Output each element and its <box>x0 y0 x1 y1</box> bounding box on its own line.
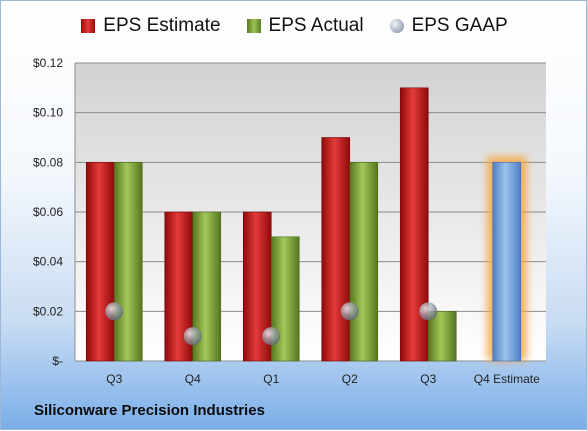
legend: EPS Estimate EPS Actual EPS GAAP <box>1 15 587 37</box>
red-square-icon <box>81 19 96 33</box>
legend-label-eps-estimate: EPS Estimate <box>103 15 221 36</box>
x-tick-label: Q1 <box>263 372 279 386</box>
bar-eps-actual <box>427 311 457 362</box>
x-tick-label: Q3 <box>106 372 122 386</box>
legend-item-eps-actual: EPS Actual <box>246 15 364 37</box>
x-axis-ticks: Q3 Q4 Q1 Q2 Q3 Q4 Estimate <box>106 372 540 386</box>
legend-label-eps-actual: EPS Actual <box>268 15 364 36</box>
bar-eps-actual <box>113 162 143 362</box>
gaap-marker <box>419 302 438 321</box>
y-tick-label: $0.08 <box>33 155 63 169</box>
bar-eps-forecast <box>492 162 522 362</box>
legend-item-eps-gaap: EPS GAAP <box>389 15 508 37</box>
gray-sphere-icon <box>389 19 404 33</box>
gaap-marker <box>340 302 359 321</box>
bar-eps-estimate <box>85 162 115 362</box>
gaap-marker <box>105 302 124 321</box>
gaap-markers <box>105 302 438 346</box>
bar-eps-actual <box>349 162 379 362</box>
gaap-marker <box>262 327 281 346</box>
x-tick-label: Q2 <box>342 372 358 386</box>
y-tick-label: $0.06 <box>33 205 63 219</box>
x-tick-label: Q4 Estimate <box>474 372 540 386</box>
legend-item-eps-estimate: EPS Estimate <box>81 15 221 37</box>
gaap-marker <box>183 327 202 346</box>
bar-eps-estimate <box>399 87 429 362</box>
legend-label-eps-gaap: EPS GAAP <box>411 15 508 36</box>
y-axis-ticks: $- $0.02 $0.04 $0.06 $0.08 $0.10 $0.12 <box>33 56 63 368</box>
grid-lines <box>74 62 546 362</box>
bars <box>85 87 527 362</box>
x-tick-label: Q3 <box>420 372 436 386</box>
y-tick-label: $- <box>52 354 63 368</box>
x-tick-label: Q4 <box>185 372 201 386</box>
company-name: Siliconware Precision Industries <box>34 402 265 419</box>
y-tick-label: $0.04 <box>33 255 63 269</box>
y-tick-label: $0.12 <box>33 56 63 70</box>
y-tick-label: $0.10 <box>33 106 63 120</box>
green-square-icon <box>246 19 261 33</box>
y-tick-label: $0.02 <box>33 304 63 318</box>
bar-eps-estimate <box>321 137 351 362</box>
